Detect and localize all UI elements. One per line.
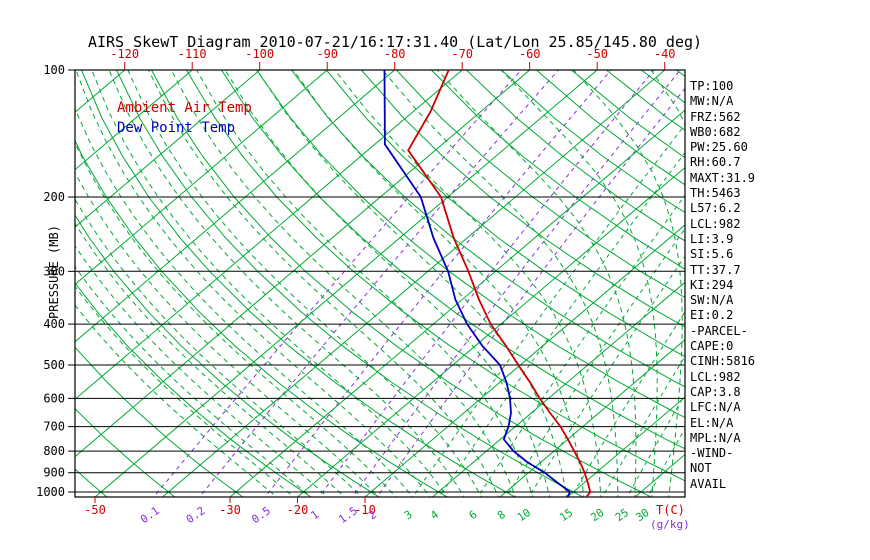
- top-temp-tick-label: -120: [110, 47, 139, 61]
- stat-line: KI:294: [690, 277, 734, 292]
- mixing-ratio-label: 6: [467, 508, 480, 522]
- mixing-ratio-label: 3: [402, 508, 415, 522]
- bottom-axis: -50 -30 -20 -100.1 0.2 0.5 1 1.5 2 3 4 6 8 10 15 20 25 30…: [84, 497, 690, 531]
- stat-line: LCL:982: [690, 369, 741, 384]
- top-temp-tick-label: -90: [316, 47, 338, 61]
- stat-line: MAXT:31.9: [690, 170, 756, 185]
- pressure-tick-label: 500: [43, 358, 65, 372]
- stat-line: L57:6.2: [690, 201, 741, 216]
- mixing-ratio-label: 30: [633, 506, 651, 524]
- mixing-ratio-label: 10: [515, 506, 533, 524]
- stat-line: RH:60.7: [690, 155, 741, 170]
- mixing-ratio-label: 0.5: [249, 504, 273, 526]
- stat-line: -WIND-: [690, 446, 734, 461]
- pressure-tick-label: 200: [43, 190, 65, 204]
- top-temp-axis: -120 -110 -100 -90 -80 -70 -60 -50 -40: [110, 47, 676, 70]
- stat-line: -PARCEL-: [690, 323, 748, 338]
- stat-line: NOT: [690, 461, 712, 476]
- stat-line: TH:5463: [690, 186, 741, 201]
- ambient-temp-curve: [407, 70, 592, 497]
- bottom-temp-tick-label: -50: [84, 503, 106, 517]
- stat-line: LCL:982: [690, 216, 741, 231]
- pressure-tick-label: 100: [43, 63, 65, 77]
- stat-line: FRZ:562: [690, 109, 741, 124]
- top-temp-tick-label: -70: [451, 47, 473, 61]
- plot-frame: [74, 69, 686, 498]
- bottom-temp-tick-label: -10: [354, 503, 376, 517]
- legend-ambient-air-temp: Ambient Air Temp: [117, 100, 252, 116]
- top-temp-tick-label: -80: [384, 47, 406, 61]
- mixing-ratio-label: 0.2: [184, 504, 208, 526]
- pressure-tick-label: 1000: [36, 485, 65, 499]
- stat-line: AVAIL: [690, 476, 727, 491]
- mixing-ratio-label: 2: [366, 508, 379, 522]
- mixing-ratio-unit-label: (g/kg): [650, 518, 690, 531]
- pressure-tick-label: 700: [43, 420, 65, 434]
- isotherms: [75, 70, 685, 497]
- mixing-ratio-label: 8: [495, 508, 508, 522]
- mixing-ratio-label: 25: [613, 506, 631, 524]
- dewpoint-curve: [383, 70, 572, 497]
- mixing-ratio-label: 0.1: [138, 504, 162, 526]
- stat-line: TP:100: [690, 79, 734, 93]
- pressure-tick-label: 800: [43, 444, 65, 458]
- stat-line: SI:5.6: [690, 247, 734, 262]
- stat-line: PW:25.60: [690, 140, 748, 155]
- stat-line: CINH:5816: [690, 354, 756, 369]
- stat-line: TT:37.7: [690, 262, 741, 277]
- top-temp-tick-label: -40: [654, 47, 676, 61]
- stat-line: SW:N/A: [690, 293, 734, 308]
- legend-dew-point-temp: Dew Point Temp: [117, 120, 235, 136]
- pressure-axis-label: PRESSURE (MB): [47, 225, 61, 319]
- bottom-temp-tick-label: -30: [219, 503, 241, 517]
- stat-line: CAPE:0: [690, 339, 734, 354]
- mixing-ratio-label: 15: [557, 506, 575, 524]
- pressure-tick-label: 300: [43, 264, 65, 278]
- pressure-tick-label: 900: [43, 466, 65, 480]
- stat-line: EL:N/A: [690, 415, 734, 430]
- stats-panel: TP:100 MW:N/A FRZ:562 WB0:682 PW:25.60 RH:60.…: [690, 79, 755, 492]
- top-temp-tick-label: -50: [586, 47, 608, 61]
- top-temp-tick-label: -100: [245, 47, 274, 61]
- stat-line: WB0:682: [690, 124, 741, 139]
- mixing-ratio-label: 1: [308, 508, 321, 522]
- top-temp-tick-label: -110: [178, 47, 207, 61]
- top-temp-tick-label: -60: [519, 47, 541, 61]
- mixing-ratio-label: 20: [588, 506, 606, 524]
- stat-line: LFC:N/A: [690, 400, 741, 415]
- stat-line: MW:N/A: [690, 94, 734, 109]
- stat-line: MPL:N/A: [690, 430, 741, 445]
- stat-line: EI:0.2: [690, 308, 734, 323]
- mixing-ratio-label: 4: [428, 508, 441, 523]
- moist-adiabats: [75, 70, 685, 497]
- temp-axis-unit-label: T(C): [656, 503, 685, 517]
- bottom-temp-tick-label: -20: [287, 503, 309, 517]
- pressure-axis: 100 200 300 400 500 600 700 800 900 1000 PRESSURE …: [36, 63, 75, 499]
- chart-title: AIRS SkewT Diagram 2010-07-21/16:17:31.4…: [87, 33, 703, 51]
- stat-line: LI:3.9: [690, 231, 734, 246]
- pressure-tick-label: 600: [43, 391, 65, 405]
- pressure-tick-label: 400: [43, 317, 65, 331]
- stat-line: CAP:3.8: [690, 384, 741, 399]
